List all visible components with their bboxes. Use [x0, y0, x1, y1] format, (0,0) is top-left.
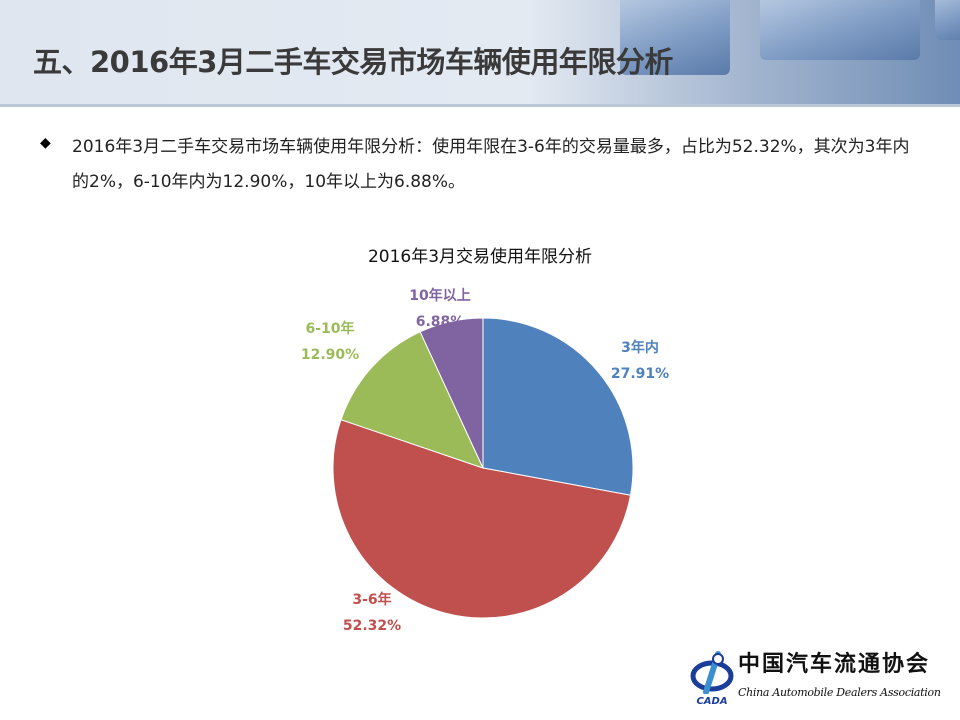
- header-banner: [0, 0, 960, 104]
- slice-category-label: 6-10年: [305, 320, 354, 337]
- slice-value-label: 27.91%: [611, 366, 669, 382]
- decorative-cube: [620, 0, 730, 75]
- decorative-cube: [935, 0, 960, 40]
- slice-category-label: 3年内: [621, 339, 659, 356]
- logo-abbr: CADA: [696, 696, 728, 707]
- pie-slice-0: [482, 317, 634, 496]
- cada-emblem-icon: [690, 651, 734, 694]
- pie-chart: 2016年3月交易使用年限分析 3年内 27.91% 3-6年 52.32% 6-10年…: [301, 246, 669, 634]
- summary-paragraph: 2016年3月二手车交易市场车辆使用年限分析：使用年限在3-6年的交易量最多，占…: [72, 137, 910, 192]
- slice-category-label: 3-6年: [352, 591, 391, 608]
- logo-emblem-group: CADA: [690, 650, 734, 708]
- cada-logo: CADA 中国汽车流通协会 China Automobile Dealers A…: [690, 650, 960, 720]
- slide-title: 五、2016年3月二手车交易市场车辆使用年限分析: [33, 45, 673, 79]
- slice-value-label: 6.88%: [416, 314, 465, 330]
- slice-value-label: 12.90%: [301, 347, 359, 363]
- logo-name-en: China Automobile Dealers Association: [738, 686, 941, 699]
- pie-slice-2: [340, 331, 484, 469]
- logo-name-cn: 中国汽车流通协会: [738, 651, 931, 677]
- pie-slice-1: [332, 419, 632, 619]
- chart-title: 2016年3月交易使用年限分析: [368, 246, 592, 267]
- diamond-bullet-icon: ◆: [40, 135, 51, 151]
- slice-category-label: 10年以上: [409, 287, 470, 304]
- decorative-cube: [760, 0, 920, 60]
- pie-slice-3: [419, 317, 484, 469]
- slice-value-label: 52.32%: [343, 618, 401, 634]
- header-divider: [0, 104, 960, 107]
- logo-text-group: 中国汽车流通协会 China Automobile Dealers Associ…: [738, 650, 941, 700]
